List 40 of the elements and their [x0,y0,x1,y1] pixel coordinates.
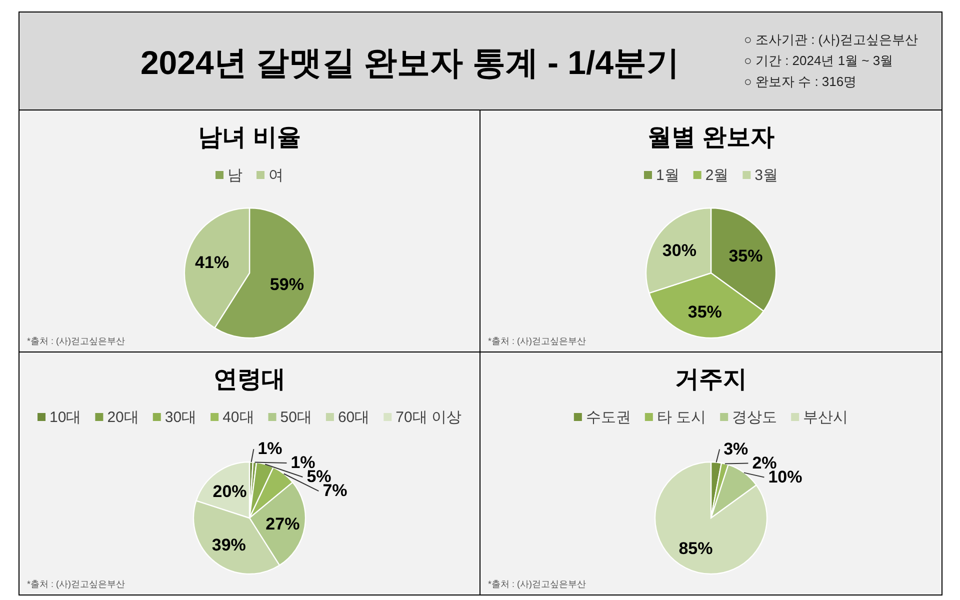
text: *출처 : (사)걷고싶은부산 [27,579,125,589]
data-label: 7% [322,481,348,500]
legend-label: 60대 [338,409,370,426]
data-label: 39% [212,536,246,555]
legend-label: 3월 [754,167,778,184]
chart-title: 월별 완보자 [648,124,774,151]
chart-title: 남녀 비율 [198,124,301,151]
legend-label: 부산시 [803,409,848,426]
text: *출처 : (사)걷고싶은부산 [488,336,586,346]
legend-label: 1월 [656,167,680,184]
legend-label: 경상도 [732,409,778,426]
text: 2024년 갈맷길 완보자 통계 - 1/4분기 [140,44,680,81]
legend-label: 여 [268,167,284,184]
legend-label: 20대 [107,409,139,426]
legend-label: 70대 이상 [396,409,462,426]
data-label: 3% [724,439,748,458]
data-label: 30% [662,241,696,260]
legend-label: 10대 [50,409,82,426]
data-label: 35% [688,302,722,322]
legend-label: 수도권 [586,409,631,426]
text: ○ 완보자 수 : 316명 [744,74,857,89]
legend-label: 2월 [705,167,729,184]
legend-label: 남 [228,167,242,184]
chart-title: 거주지 [675,366,747,393]
chart-title: 연령대 [214,366,286,393]
legend-label: 타 도시 [656,409,706,426]
data-label: 1% [258,439,282,458]
text: ○ 기간 : 2024년 1월 ~ 3월 [744,53,894,68]
data-label: 27% [266,514,300,534]
data-label: 41% [195,253,230,272]
data-label: 35% [728,246,763,266]
legend-label: 50대 [280,409,312,426]
data-label: 20% [212,482,247,501]
legend-label: 40대 [222,409,254,426]
data-label: 59% [270,274,304,294]
text: ○ 조사기관 : (사)걷고싶은부산 [744,32,918,47]
text: *출처 : (사)걷고싶은부산 [488,579,586,589]
data-label: 85% [678,538,713,558]
legend-label: 30대 [164,409,197,426]
text: *출처 : (사)걷고싶은부산 [27,336,125,346]
